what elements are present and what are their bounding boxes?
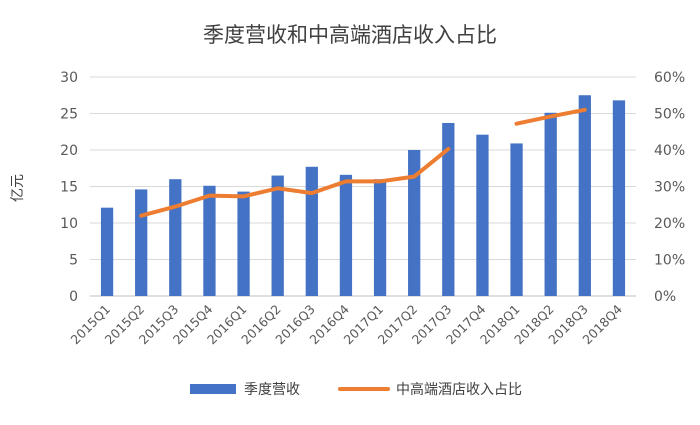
legend: 季度营收 中高端酒店收入占比 [190, 381, 522, 398]
bar-2017Q2 [408, 150, 421, 296]
line-series [139, 107, 587, 218]
bar-2018Q1 [510, 143, 523, 296]
bar-2016Q4 [339, 174, 353, 296]
legend-swatch-bar [190, 384, 236, 394]
y2-tick-label: 60% [654, 70, 685, 86]
y2-tick-label: 40% [654, 143, 685, 159]
y-tick-label: 30 [60, 70, 78, 86]
share-line-segment-1 [139, 146, 451, 218]
share-line-segment-2 [514, 107, 587, 126]
y-tick-label: 10 [60, 216, 78, 232]
y-axis-ticks: 0 5 10 15 20 25 30 [60, 70, 78, 305]
bar-2015Q2 [135, 189, 148, 296]
y-tick-label: 25 [60, 107, 78, 123]
y-tick-label: 5 [69, 253, 78, 269]
bar-2017Q3 [442, 122, 455, 297]
y-tick-label: 15 [60, 180, 78, 196]
chart-title: 季度营收和中高端酒店收入占比 [203, 23, 497, 47]
bar-2017Q1 [373, 179, 387, 296]
bar-2015Q3 [169, 179, 182, 296]
x-axis-ticks: 2015Q12015Q22015Q32015Q42016Q12016Q22016… [67, 301, 625, 347]
bar-2016Q2 [271, 175, 284, 296]
bar-2018Q3 [578, 95, 591, 296]
y2-tick-label: 50% [654, 107, 685, 123]
y2-tick-label: 0% [654, 289, 676, 305]
y2-tick-label: 10% [654, 253, 685, 269]
bar-2016Q1 [237, 191, 250, 296]
bar-2015Q4 [203, 185, 216, 296]
legend-label-revenue: 季度营收 [244, 382, 300, 398]
y2-tick-label: 20% [654, 216, 685, 232]
bar-2016Q3 [305, 166, 318, 296]
y-tick-label: 20 [60, 143, 78, 159]
y-axis-label: 亿元 [10, 174, 26, 202]
bar-series [100, 95, 626, 297]
bar-2017Q4 [476, 134, 489, 296]
bar-2015Q1 [100, 207, 114, 296]
bar-2018Q2 [544, 112, 557, 297]
y2-axis-ticks: 0% 10% 20% 30% 40% 50% 60% [654, 70, 685, 305]
y-tick-label: 0 [69, 289, 78, 305]
legend-label-share: 中高端酒店收入占比 [396, 381, 522, 398]
bar-2018Q4 [612, 100, 626, 296]
y2-tick-label: 30% [654, 180, 685, 196]
